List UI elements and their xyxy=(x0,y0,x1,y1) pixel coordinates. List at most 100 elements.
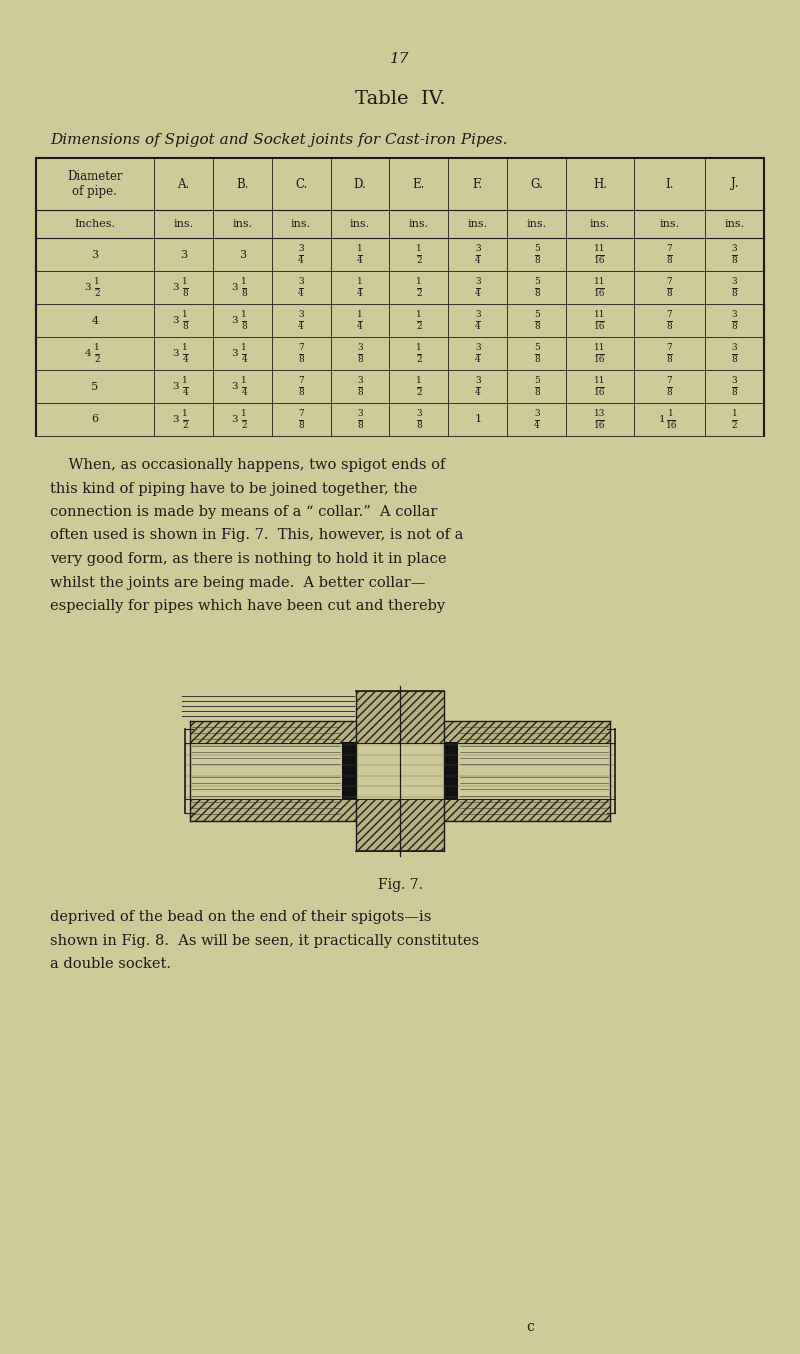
Text: 3: 3 xyxy=(475,278,481,286)
Text: ins.: ins. xyxy=(174,219,194,229)
Text: 1: 1 xyxy=(357,278,363,286)
Text: 3: 3 xyxy=(173,283,179,292)
Text: 8: 8 xyxy=(666,288,672,298)
Text: H.: H. xyxy=(593,177,607,191)
Text: 3: 3 xyxy=(475,376,481,385)
Text: I.: I. xyxy=(665,177,674,191)
Text: 1: 1 xyxy=(732,409,738,418)
Text: often used is shown in Fig. 7.  This, however, is not of a: often used is shown in Fig. 7. This, how… xyxy=(50,528,463,543)
Text: 13: 13 xyxy=(594,409,606,418)
Text: 3: 3 xyxy=(416,409,422,418)
Text: 8: 8 xyxy=(534,288,540,298)
Text: 7: 7 xyxy=(666,278,672,286)
Text: E.: E. xyxy=(413,177,425,191)
Text: 1: 1 xyxy=(182,376,188,385)
Text: 3: 3 xyxy=(231,414,238,424)
Text: 8: 8 xyxy=(298,355,304,364)
Text: 8: 8 xyxy=(534,256,540,265)
Text: 3: 3 xyxy=(475,343,481,352)
Bar xyxy=(190,720,356,742)
Text: 3: 3 xyxy=(732,244,738,253)
Text: shown in Fig. 8.  As will be seen, it practically constitutes: shown in Fig. 8. As will be seen, it pra… xyxy=(50,934,479,948)
Text: 11: 11 xyxy=(594,244,606,253)
Text: 8: 8 xyxy=(666,389,672,397)
Text: 3: 3 xyxy=(173,315,179,325)
Text: 7: 7 xyxy=(666,343,672,352)
Text: 4: 4 xyxy=(298,322,304,330)
Text: 3: 3 xyxy=(732,343,738,352)
Text: C.: C. xyxy=(295,177,307,191)
Text: 8: 8 xyxy=(242,322,247,330)
Text: 4: 4 xyxy=(357,256,363,265)
Text: 4: 4 xyxy=(242,389,247,397)
Text: 1: 1 xyxy=(94,278,100,286)
Text: Table  IV.: Table IV. xyxy=(354,89,446,108)
Text: ins.: ins. xyxy=(590,219,610,229)
Text: 4: 4 xyxy=(84,349,91,357)
Text: 16: 16 xyxy=(594,389,606,397)
Text: ins.: ins. xyxy=(725,219,745,229)
Text: Dimensions of Spigot and Socket joints for Cast-iron Pipes.: Dimensions of Spigot and Socket joints f… xyxy=(50,133,507,148)
Text: Fig. 7.: Fig. 7. xyxy=(378,879,422,892)
Text: 2: 2 xyxy=(416,355,422,364)
Text: 3: 3 xyxy=(180,249,187,260)
Text: 8: 8 xyxy=(416,421,422,431)
Text: 8: 8 xyxy=(732,256,738,265)
Text: 7: 7 xyxy=(298,409,304,418)
Text: 4: 4 xyxy=(357,288,363,298)
Text: 5: 5 xyxy=(534,278,540,286)
Text: 3: 3 xyxy=(298,244,304,253)
Text: 8: 8 xyxy=(242,288,247,298)
Text: A.: A. xyxy=(177,177,190,191)
Text: 2: 2 xyxy=(416,389,422,397)
Text: 3: 3 xyxy=(173,382,179,391)
Text: 3: 3 xyxy=(231,349,238,357)
Text: 11: 11 xyxy=(594,376,606,385)
Text: 3: 3 xyxy=(298,278,304,286)
Text: 5: 5 xyxy=(534,343,540,352)
Text: 8: 8 xyxy=(357,389,363,397)
Bar xyxy=(342,742,356,799)
Text: 1: 1 xyxy=(474,414,482,425)
Text: 3: 3 xyxy=(475,310,481,320)
Text: ins.: ins. xyxy=(409,219,429,229)
Text: 8: 8 xyxy=(357,421,363,431)
Text: 3: 3 xyxy=(298,310,304,320)
Text: 16: 16 xyxy=(594,322,606,330)
Text: 1: 1 xyxy=(182,278,188,286)
Text: ins.: ins. xyxy=(232,219,252,229)
Text: 7: 7 xyxy=(298,343,304,352)
Text: whilst the joints are being made.  A better collar—: whilst the joints are being made. A bett… xyxy=(50,575,426,589)
Text: 4: 4 xyxy=(242,355,247,364)
Text: 1: 1 xyxy=(242,376,247,385)
Text: Inches.: Inches. xyxy=(74,219,115,229)
Text: 17: 17 xyxy=(390,51,410,66)
Text: 11: 11 xyxy=(594,343,606,352)
Text: 8: 8 xyxy=(534,322,540,330)
Text: 3: 3 xyxy=(732,310,738,320)
Bar xyxy=(356,799,444,850)
Text: 16: 16 xyxy=(594,256,606,265)
Text: connection is made by means of a “ collar.”  A collar: connection is made by means of a “ colla… xyxy=(50,505,438,519)
Text: 8: 8 xyxy=(732,389,738,397)
Text: 7: 7 xyxy=(298,376,304,385)
Text: 16: 16 xyxy=(594,288,606,298)
Text: 8: 8 xyxy=(182,288,188,298)
Text: 5: 5 xyxy=(534,376,540,385)
Text: 2: 2 xyxy=(732,421,738,431)
Bar xyxy=(190,799,356,821)
Text: 3: 3 xyxy=(475,244,481,253)
Text: 1: 1 xyxy=(242,409,247,418)
Text: 2: 2 xyxy=(416,256,422,265)
Text: 6: 6 xyxy=(91,414,98,425)
Text: 2: 2 xyxy=(94,288,100,298)
Text: 1: 1 xyxy=(357,244,363,253)
Bar xyxy=(444,720,610,742)
Text: 1: 1 xyxy=(416,376,422,385)
Text: 8: 8 xyxy=(732,355,738,364)
Text: 2: 2 xyxy=(242,421,247,431)
Text: 8: 8 xyxy=(534,355,540,364)
Text: 8: 8 xyxy=(182,322,188,330)
Text: When, as occasionally happens, two spigot ends of: When, as occasionally happens, two spigo… xyxy=(50,458,446,473)
Text: 8: 8 xyxy=(666,322,672,330)
